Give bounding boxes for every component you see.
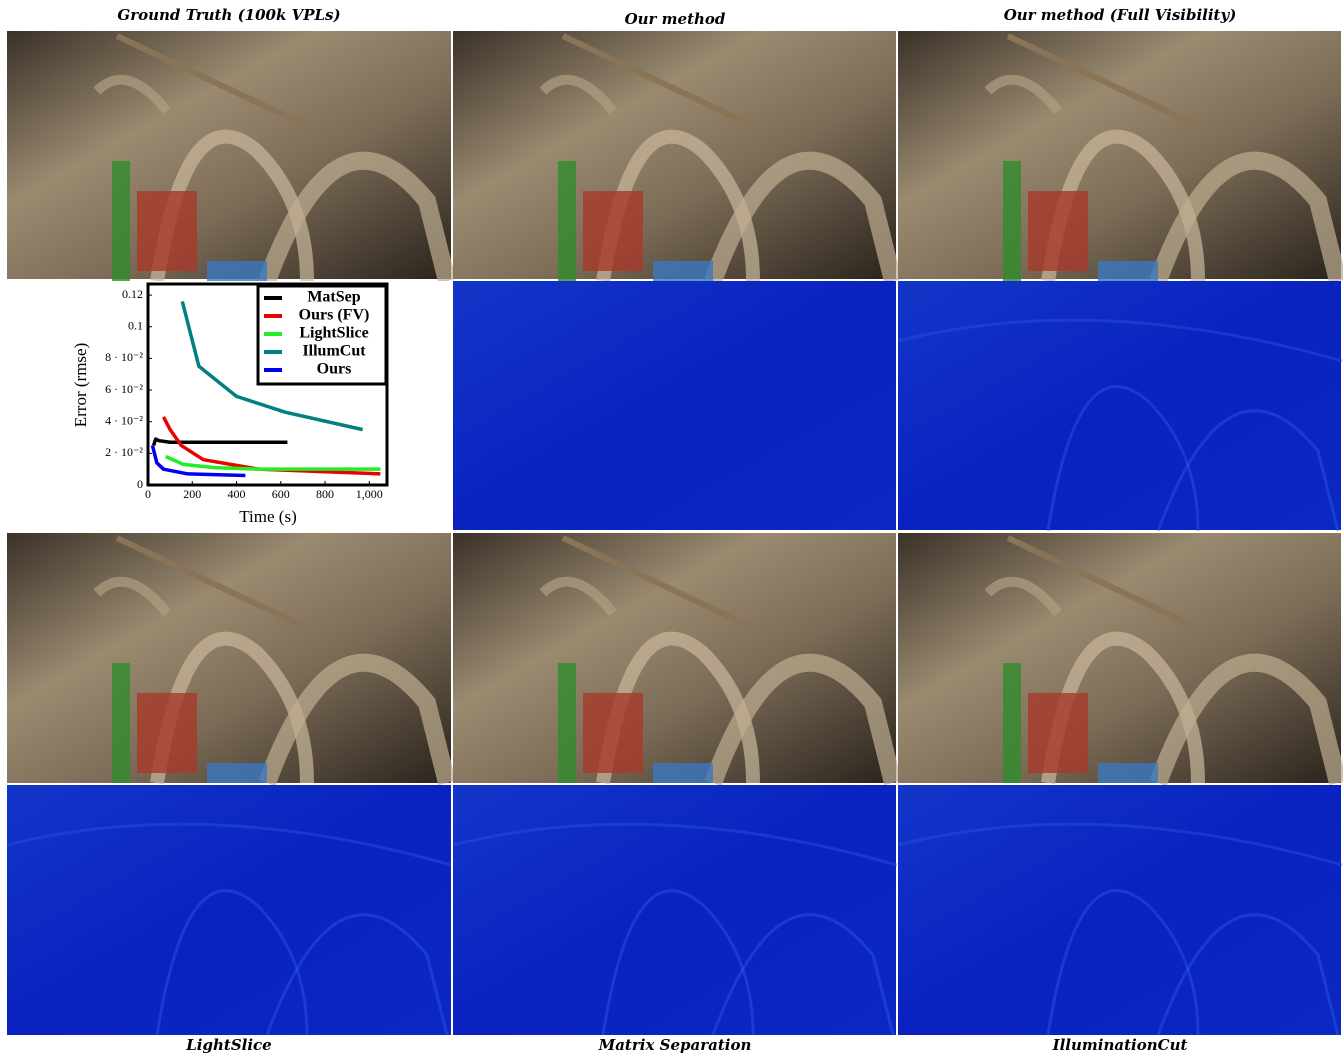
render-image bbox=[898, 31, 1341, 281]
render-image bbox=[453, 533, 896, 783]
y-tick-label: 4 · 10⁻² bbox=[105, 413, 143, 427]
y-axis-label: Error (rmse) bbox=[71, 343, 90, 428]
error-image bbox=[898, 785, 1342, 1035]
render-image bbox=[453, 31, 896, 281]
error-image bbox=[453, 785, 897, 1035]
x-tick-label: 200 bbox=[183, 487, 201, 501]
figure: Ground Truth (100k VPLs) Our method Our … bbox=[0, 0, 1343, 1059]
y-tick-label: 2 · 10⁻² bbox=[105, 445, 143, 459]
error-image bbox=[7, 785, 451, 1035]
x-tick-label: 1,000 bbox=[356, 487, 383, 501]
render-image bbox=[7, 31, 451, 281]
y-tick-label: 8 · 10⁻² bbox=[105, 350, 143, 364]
bottom-caption: IlluminationCut bbox=[1052, 1036, 1188, 1054]
y-tick-label: 0.1 bbox=[128, 318, 143, 332]
bottom-caption: LightSlice bbox=[185, 1036, 271, 1054]
legend-label: LightSlice bbox=[299, 325, 368, 342]
x-tick-label: 600 bbox=[272, 487, 290, 501]
y-tick-label: 0 bbox=[137, 477, 143, 491]
y-tick-label: 0.12 bbox=[122, 287, 143, 301]
bottom-caption: Matrix Separation bbox=[598, 1036, 752, 1054]
error-image bbox=[898, 281, 1342, 531]
legend-label: MatSep bbox=[307, 289, 360, 306]
x-tick-label: 400 bbox=[228, 487, 246, 501]
top-caption: Our method bbox=[625, 10, 726, 28]
x-tick-label: 0 bbox=[145, 487, 151, 501]
x-tick-label: 800 bbox=[316, 487, 334, 501]
top-caption: Ground Truth (100k VPLs) bbox=[117, 6, 340, 24]
render-image bbox=[7, 533, 451, 783]
x-axis-label: Time (s) bbox=[239, 507, 296, 526]
top-caption: Our method (Full Visibility) bbox=[1004, 6, 1237, 24]
legend-label: Ours bbox=[317, 361, 352, 378]
legend-label: Ours (FV) bbox=[299, 307, 370, 324]
render-image bbox=[898, 533, 1341, 783]
y-tick-label: 6 · 10⁻² bbox=[105, 382, 143, 396]
error-image bbox=[453, 281, 896, 530]
legend-label: IllumCut bbox=[302, 343, 366, 360]
